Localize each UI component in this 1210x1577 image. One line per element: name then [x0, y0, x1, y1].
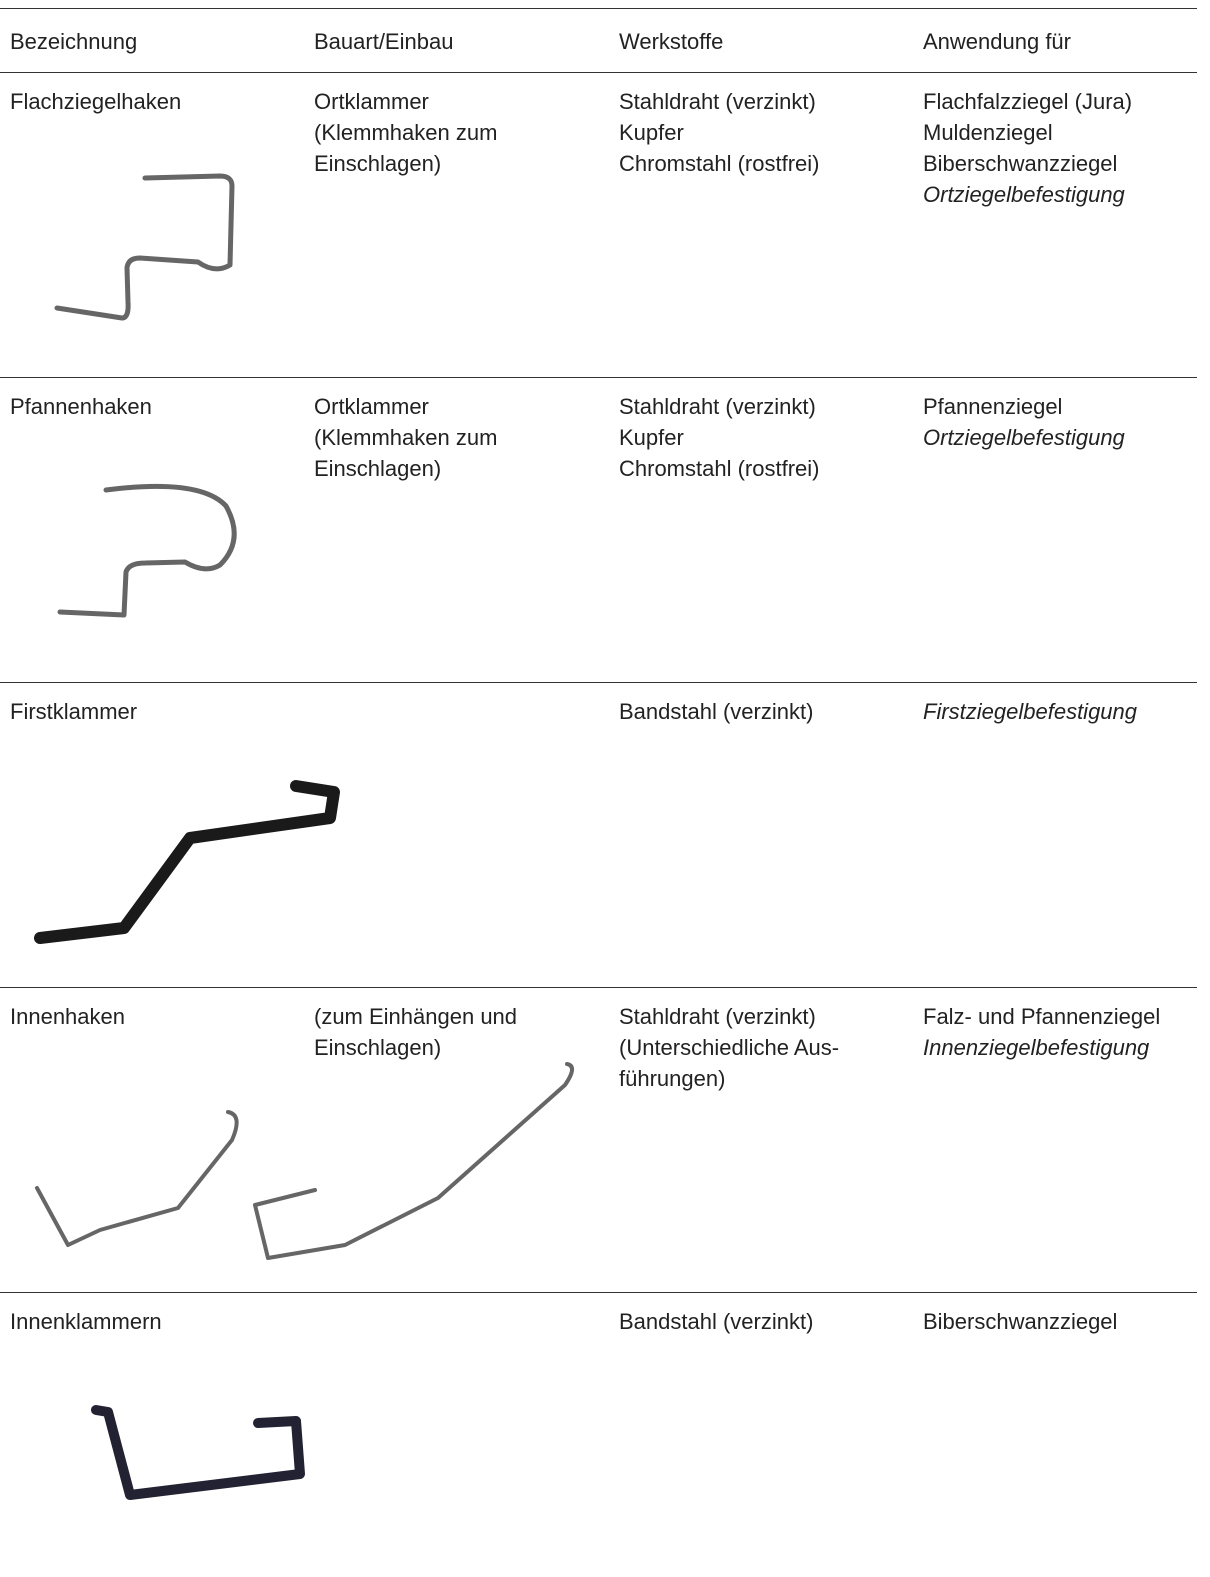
header-cell: Werkstoffe — [619, 29, 724, 54]
flachziegelhaken-illustration — [54, 173, 235, 321]
rule — [0, 682, 1197, 683]
header-cell: Bezeichnung — [10, 29, 138, 54]
cell-line: Pfannenhaken — [10, 394, 152, 419]
cell-line: Bandstahl (verzinkt) — [619, 699, 814, 724]
cell: Pfannenziegel Ortziegelbefestigung — [923, 391, 1125, 453]
cell-line: Firstziegelbefestigung — [923, 699, 1138, 724]
cell: Stahldraht (verzinkt) Kupfer Chromstahl (r… — [619, 391, 819, 484]
cell-line: Ortziegelbefestigung — [923, 425, 1125, 450]
cell-line: Biberschwanzziegel — [923, 151, 1118, 176]
cell-line: (Klemmhaken zum — [314, 425, 498, 450]
cell: Firstziegelbefestigung — [923, 696, 1137, 727]
rule — [0, 1292, 1197, 1293]
cell: Innenklammern — [10, 1306, 162, 1337]
innenhaken-illustration — [253, 1062, 574, 1260]
cell: Biberschwanzziegel — [923, 1306, 1117, 1337]
cell: Stahldraht (verzinkt) (Unterschiedliche A… — [619, 1001, 839, 1094]
cell: Falz- und Pfannenziegel Innenziegelbefest… — [923, 1001, 1160, 1063]
cell: Ortklammer (Klemmhaken zum Einschlagen) — [314, 391, 497, 484]
firstklammer-illustration — [34, 780, 340, 944]
cell-line: Innenklammern — [10, 1309, 162, 1334]
cell-line: Muldenziegel — [923, 120, 1053, 145]
rule — [0, 987, 1197, 988]
cell-line: Innenziegelbefestigung — [923, 1035, 1150, 1060]
cell: Flachfalzziegel (Jura) Muldenziegel Bibers… — [923, 86, 1132, 210]
cell-line: Pfannenziegel — [923, 394, 1063, 419]
rule — [0, 377, 1197, 378]
cell-line: Ortklammer — [314, 89, 429, 114]
cell-line: Firstklammer — [10, 699, 138, 724]
cell: Flachziegelhaken — [10, 86, 181, 117]
cell-line: Ortziegelbefestigung — [923, 182, 1125, 207]
cell-line: (Klemmhaken zum — [314, 120, 498, 145]
cell: Bandstahl (verzinkt) — [619, 696, 813, 727]
cell-line: Stahldraht (verzinkt) — [619, 1004, 816, 1029]
cell-line: Chromstahl (rostfrei) — [619, 151, 820, 176]
cell-line: Flachfalzziegel (Jura) — [923, 89, 1133, 114]
cell-line: Einschlagen) — [314, 1035, 442, 1060]
cell-line: führungen) — [619, 1066, 726, 1091]
cell-line: Stahldraht (verzinkt) — [619, 89, 816, 114]
cell-line: Chromstahl (rostfrei) — [619, 456, 820, 481]
cell-line: Flachziegelhaken — [10, 89, 182, 114]
cell-line: Biberschwanzziegel — [923, 1309, 1118, 1334]
cell: Ortklammer (Klemmhaken zum Einschlagen) — [314, 86, 497, 179]
cell-line: (zum Einhängen und — [314, 1004, 518, 1029]
cell: Bandstahl (verzinkt) — [619, 1306, 813, 1337]
innenhaken-illustration — [35, 1110, 239, 1247]
cell-line: (Unterschiedliche Aus- — [619, 1035, 840, 1060]
cell-line: Ortklammer — [314, 394, 429, 419]
cell: Innenhaken — [10, 1001, 125, 1032]
cell-line: Einschlagen) — [314, 151, 442, 176]
cell: (zum Einhängen und Einschlagen) — [314, 1001, 517, 1063]
rule — [0, 72, 1197, 73]
pfannenhaken-illustration — [57, 483, 237, 618]
cell: Stahldraht (verzinkt) Kupfer Chromstahl (r… — [619, 86, 819, 179]
cell-line: Falz- und Pfannenziegel — [923, 1004, 1161, 1029]
cell-line: Stahldraht (verzinkt) — [619, 394, 816, 419]
header-cell: Bauart/Einbau — [314, 29, 454, 54]
cell-line: Kupfer — [619, 120, 684, 145]
cell: Firstklammer — [10, 696, 137, 727]
cell-line: Einschlagen) — [314, 456, 442, 481]
cell-line: Innenhaken — [10, 1004, 125, 1029]
cell-line: Kupfer — [619, 425, 684, 450]
header-cell: Anwendung für — [923, 29, 1071, 54]
rule — [0, 8, 1197, 9]
innenklammer-illustration — [91, 1405, 305, 1500]
cell-line: Bandstahl (verzinkt) — [619, 1309, 814, 1334]
cell: Pfannenhaken — [10, 391, 152, 422]
